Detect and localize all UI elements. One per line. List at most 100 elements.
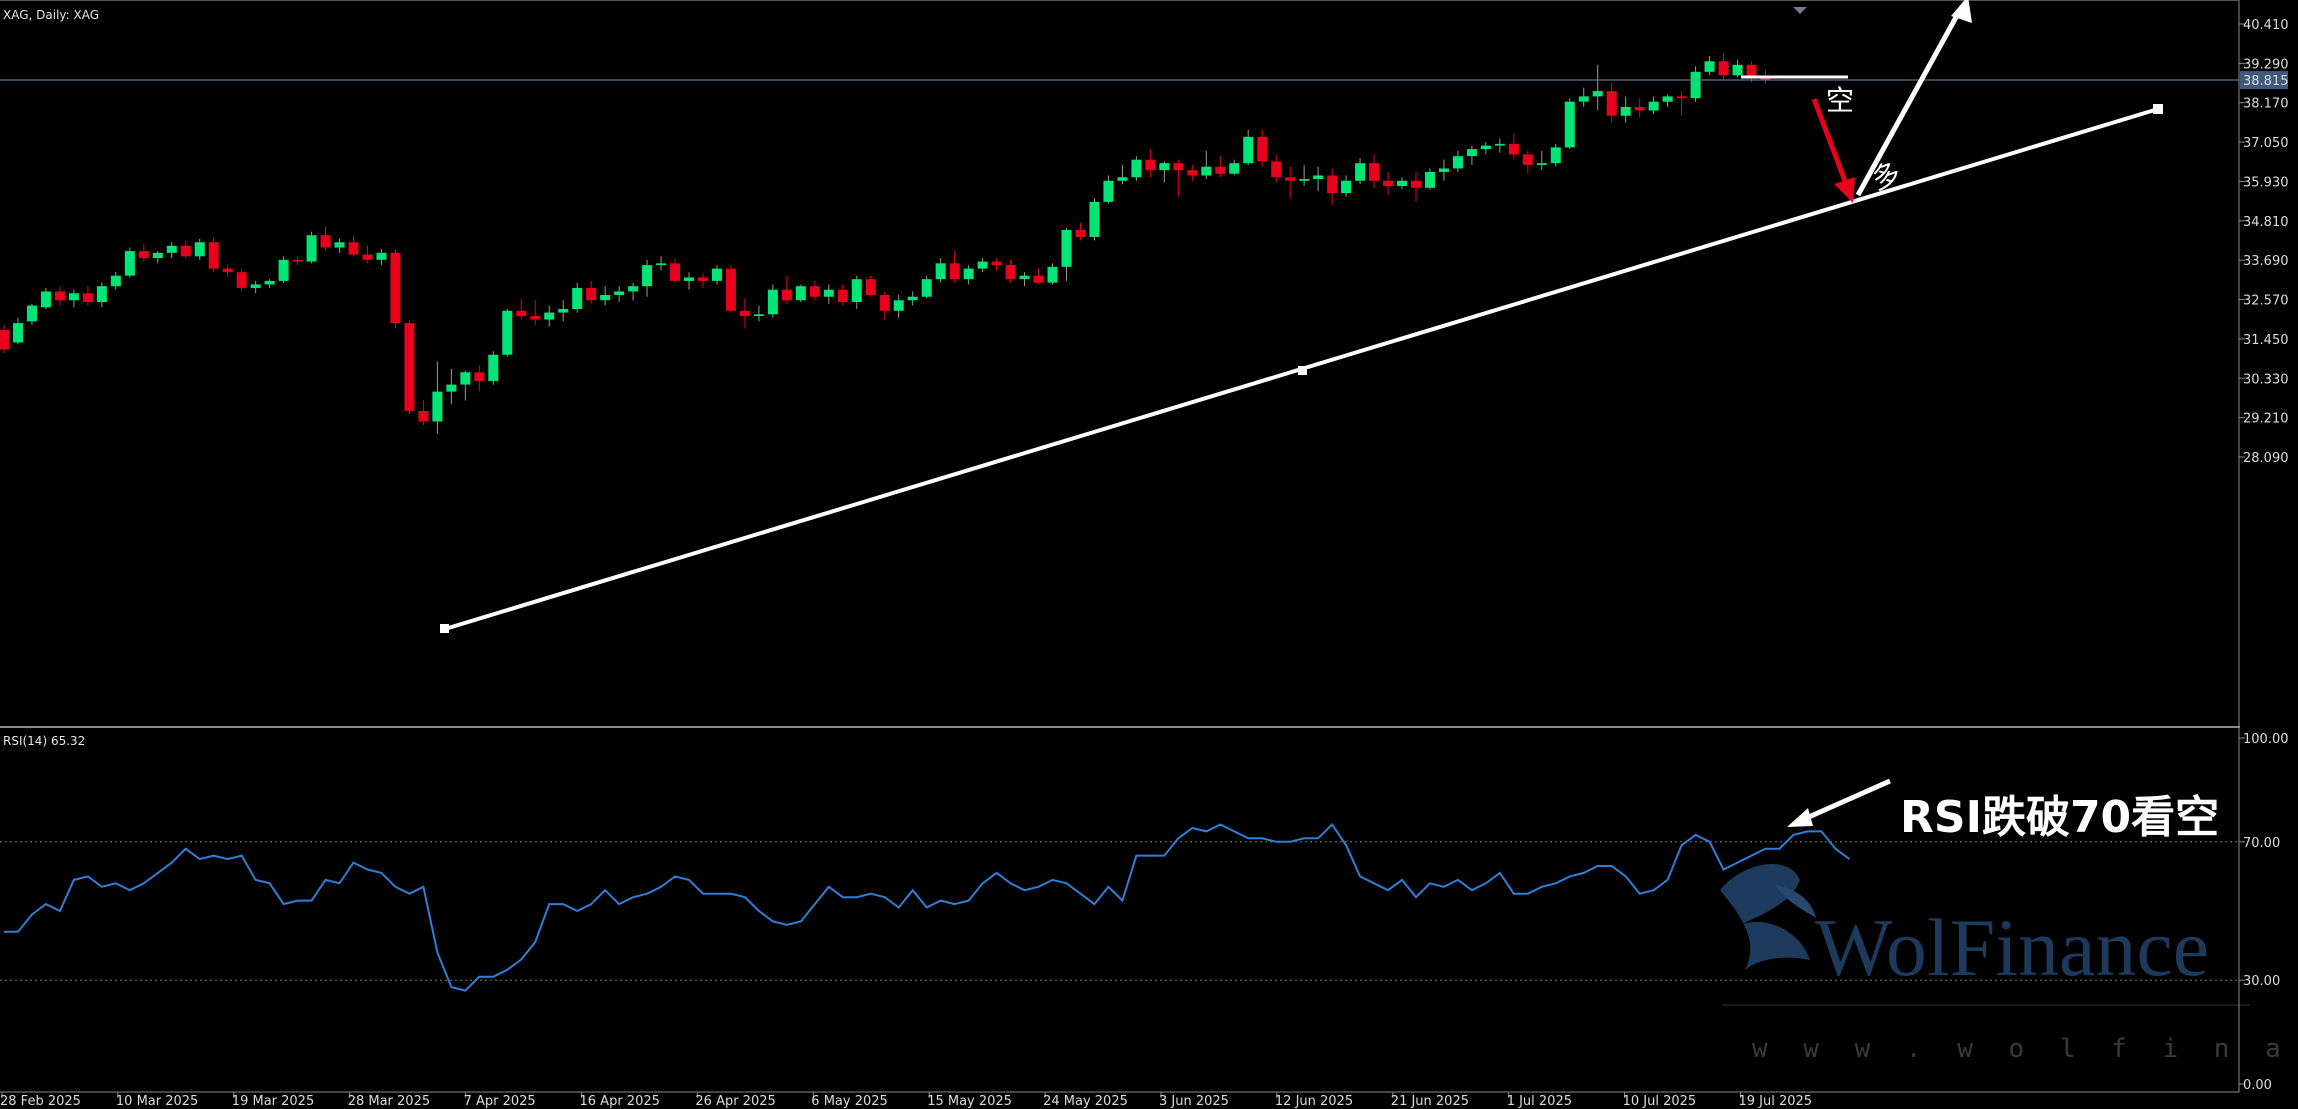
candle [558,300,569,322]
candle-body [614,291,625,295]
trendline-handle-mid[interactable] [1298,366,1307,375]
candle [236,268,247,292]
candle [320,226,331,252]
candle-body [292,259,303,262]
date-tick-label: 1 Jul 2025 [1507,1094,1572,1109]
date-tick-label: 19 Jul 2025 [1739,1094,1813,1109]
candle-body [12,323,23,343]
candle-body [1019,275,1030,280]
white-up-arrow-shaft [1855,8,1963,197]
candle [1704,55,1715,76]
candle [1746,61,1757,83]
candle-body [1508,143,1519,155]
candle [1201,150,1212,179]
candle [879,291,890,320]
candle-body [865,279,876,295]
rsi-axis: 100.00 70.00 30.00 0.00 [2239,732,2289,1093]
candle-body [711,268,722,281]
candle-body [1103,180,1114,202]
candle [781,275,792,304]
date-tick-label: 26 Apr 2025 [695,1094,775,1109]
candle [949,251,960,283]
candle [1341,175,1352,197]
candle [1494,138,1505,153]
candle [474,365,485,392]
candle-body [1187,170,1198,176]
candle-body [488,354,499,382]
candle-body [306,235,317,262]
rsi-arrow-shaft [1800,778,1892,823]
candle [1369,154,1380,188]
candle-body [502,310,513,355]
candle-body [1662,96,1673,102]
chart-shift-marker-icon[interactable] [1793,7,1807,14]
candle-body [1718,61,1729,76]
candle [1732,59,1743,78]
candle [1718,54,1729,79]
candle [530,300,541,325]
candle [1159,161,1170,183]
candle-body [600,294,611,301]
candle-body [1033,275,1044,283]
candle [1634,98,1645,118]
candle-body [698,277,708,281]
price-tick-label: 29.210 [2243,412,2289,427]
trendline-handle-start[interactable] [440,624,449,633]
candle-body [1173,163,1184,171]
candle-body [907,296,918,301]
candle [1466,145,1477,165]
candle [935,258,946,283]
date-axis: 28 Feb 2025 10 Mar 2025 19 Mar 2025 28 Mar … [0,1091,2239,1109]
candle-body [586,287,597,301]
candle-body [1229,163,1240,174]
candle [54,286,65,306]
candle-body [1089,201,1100,237]
candle-body [1201,166,1212,176]
white-up-arrow-icon [1951,0,1972,23]
candle [1173,159,1184,197]
candle-body [26,305,37,322]
candle [837,284,848,306]
date-tick-label: 3 Jun 2025 [1159,1094,1229,1109]
candle-body [334,242,345,248]
candle [418,400,429,426]
candle-body [991,261,1002,266]
candle-body [725,268,736,311]
candle-body [1061,229,1072,267]
candle [138,244,149,262]
candle [963,265,974,285]
rsi-arrow-icon [1787,808,1813,827]
candle-body [963,268,974,280]
candle [572,282,583,313]
candle-body [753,314,764,317]
price-tick-label: 34.810 [2243,215,2289,230]
candle [1410,171,1421,202]
candle-body [166,245,177,253]
candle-body [1257,136,1268,162]
price-axis: 40.410 39.290 38.170 37.050 35.930 34.810 33.6… [2239,18,2289,466]
candle [1033,268,1044,285]
candle-body [1313,175,1324,179]
candle-body [656,263,667,266]
trendline-handle-end[interactable] [2153,104,2163,114]
candle [292,256,303,266]
price-tick-label: 31.450 [2243,333,2289,348]
candle [1662,94,1673,107]
watermark-brand: WolFinance [1815,902,2209,993]
candle-body [642,265,653,287]
candle [502,309,513,357]
date-tick-label: 28 Feb 2025 [0,1094,81,1109]
candle [893,294,904,318]
candle-body [1606,91,1617,116]
candle-body [921,279,932,297]
rsi-panel: RSI(14) 65.32 100.00 70.00 30.00 0.00 RSI跌破… [0,732,2289,1093]
candle-body [1299,178,1310,181]
candle-body [1452,156,1463,169]
candle [586,280,597,304]
price-tick-label: 30.330 [2243,372,2289,387]
candle-body [879,294,890,311]
candle-body [558,309,569,313]
rsi-tick-label: 70.00 [2243,836,2280,851]
date-tick-label: 21 Jun 2025 [1391,1094,1469,1109]
